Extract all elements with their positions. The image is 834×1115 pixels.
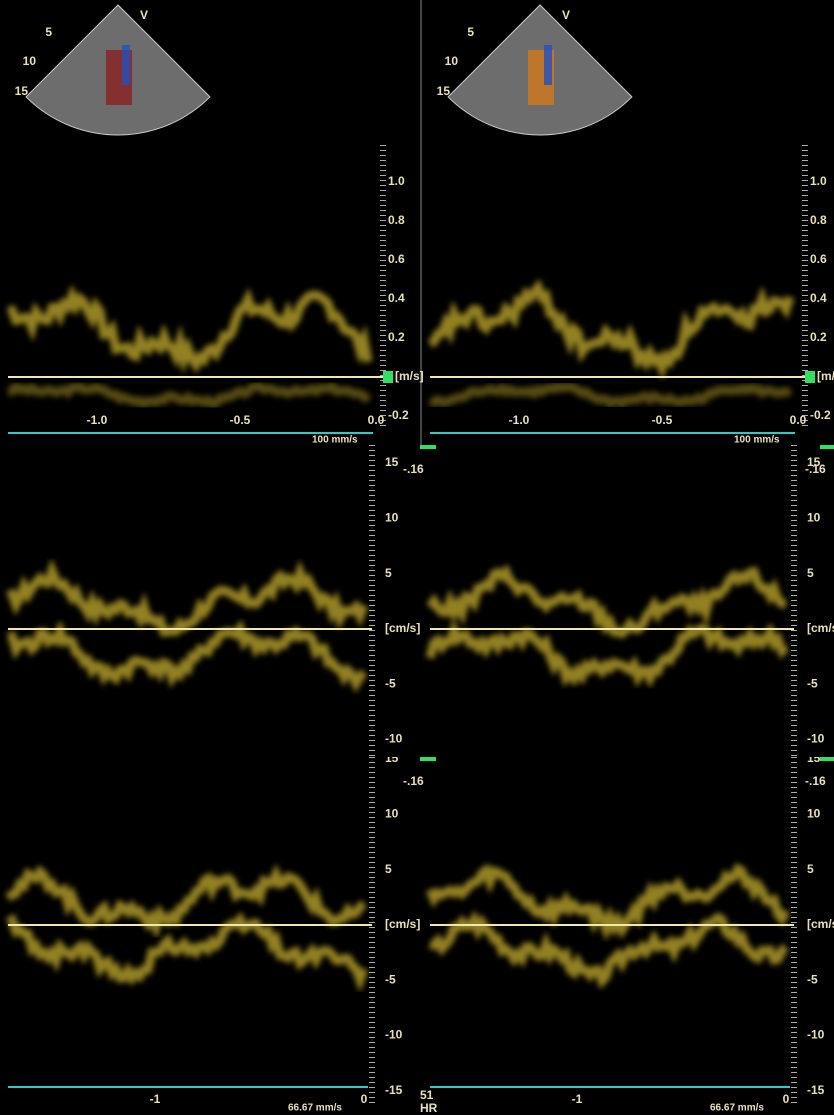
time-label: 0.0 xyxy=(790,413,807,427)
velocity-tick-label: 1.0 xyxy=(810,174,827,188)
tdi-tick-label: 5 xyxy=(807,862,814,876)
marker xyxy=(383,371,393,383)
tdi-tick-label: 10 xyxy=(807,510,821,524)
page: V510151.00.80.60.40.2[m/s]-0.2-1.0-0.50.… xyxy=(0,0,834,1115)
sector-label: V xyxy=(562,8,570,22)
tdi-tick-label: -10 xyxy=(807,732,825,746)
velocity-tick-label: 0.8 xyxy=(810,213,827,227)
tdi-tick-label: 5 xyxy=(385,862,392,876)
tdi-tick-label: -10 xyxy=(385,1028,403,1042)
time-label: -1.0 xyxy=(87,413,108,427)
tdi-tick-label: 5 xyxy=(807,566,814,580)
depth-label: 5 xyxy=(45,25,52,39)
velocity-tick-label: 0.6 xyxy=(388,252,405,266)
offset-label: -.16 xyxy=(403,462,424,476)
velocity-tick-label: [m/s] xyxy=(817,369,834,383)
offset-label: -.16 xyxy=(403,774,424,788)
velocity-tick-label: 0.2 xyxy=(810,330,827,344)
sweep-speed: 100 mm/s xyxy=(734,435,780,446)
velocity-tick-label: -0.2 xyxy=(810,408,831,422)
tdi-tick-label: [cm/s] xyxy=(807,917,834,931)
velocity-tick-label: 0.2 xyxy=(388,330,405,344)
tdi-tick-label: -15 xyxy=(385,1083,403,1097)
color-box xyxy=(122,45,130,85)
time-label: -0.5 xyxy=(652,413,673,427)
tdi-tick-label: 15 xyxy=(385,455,399,469)
offset-label: -.16 xyxy=(805,774,826,788)
tdi-tick-label: -15 xyxy=(807,1083,825,1097)
time-label: -1 xyxy=(572,1092,583,1106)
time-label: -0.5 xyxy=(230,413,251,427)
depth-label: 10 xyxy=(445,54,459,68)
heart-rate: 51 xyxy=(420,1088,434,1102)
tdi-tick-label: 10 xyxy=(385,806,399,820)
velocity-tick-label: 0.4 xyxy=(810,291,827,305)
time-label: 0.0 xyxy=(368,413,385,427)
time-label: -1.0 xyxy=(509,413,530,427)
sector-label: V xyxy=(140,8,148,22)
sweep-speed: 100 mm/s xyxy=(312,435,358,446)
time-label: 0 xyxy=(361,1092,368,1106)
tdi-tick-label: [cm/s] xyxy=(385,621,420,635)
tdi-tick-label: 5 xyxy=(385,566,392,580)
velocity-tick-label: -0.2 xyxy=(388,408,409,422)
sweep-speed: 66.67 mm/s xyxy=(288,1103,342,1114)
depth-label: 10 xyxy=(23,54,37,68)
time-label: 0 xyxy=(783,1092,790,1106)
tdi-tick-label: -5 xyxy=(385,676,396,690)
tdi-tick-label: -5 xyxy=(807,972,818,986)
sweep-speed: 66.67 mm/s xyxy=(710,1103,764,1114)
depth-label: 15 xyxy=(437,84,451,98)
velocity-tick-label: 0.8 xyxy=(388,213,405,227)
tdi-tick-label: 10 xyxy=(807,806,821,820)
tdi-tick-label: -5 xyxy=(807,676,818,690)
ultrasound-figure: V510151.00.80.60.40.2[m/s]-0.2-1.0-0.50.… xyxy=(0,0,834,1115)
tdi-tick-label: -5 xyxy=(385,972,396,986)
depth-label: 5 xyxy=(467,25,474,39)
tdi-tick-label: 15 xyxy=(807,455,821,469)
tdi-tick-label: [cm/s] xyxy=(807,621,834,635)
velocity-tick-label: [m/s] xyxy=(395,369,424,383)
heart-rate-label: HR xyxy=(420,1101,438,1115)
marker xyxy=(805,371,815,383)
depth-label: 15 xyxy=(15,84,29,98)
velocity-tick-label: 0.6 xyxy=(810,252,827,266)
tdi-tick-label: -10 xyxy=(385,732,403,746)
tdi-tick-label: 10 xyxy=(385,510,399,524)
velocity-tick-label: 0.4 xyxy=(388,291,405,305)
velocity-tick-label: 1.0 xyxy=(388,174,405,188)
tdi-tick-label: [cm/s] xyxy=(385,917,420,931)
color-box xyxy=(544,45,552,85)
background xyxy=(0,0,834,1115)
tdi-tick-label: -10 xyxy=(807,1028,825,1042)
time-label: -1 xyxy=(150,1092,161,1106)
